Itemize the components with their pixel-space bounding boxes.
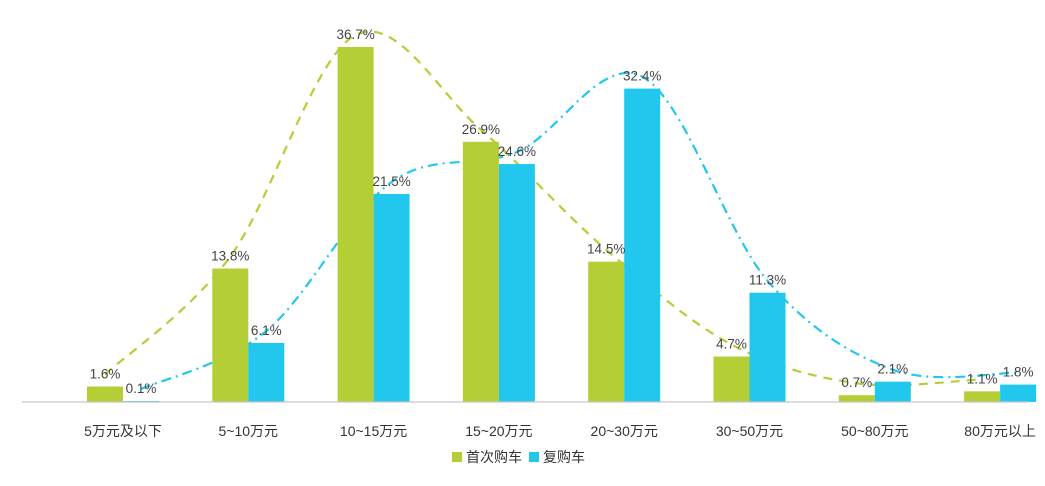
bar-first-purchase-0 xyxy=(87,386,123,402)
data-label-first-purchase-6: 0.7% xyxy=(841,375,872,390)
x-tick-label-7: 80万元以上 xyxy=(964,423,1036,439)
bar-first-purchase-4 xyxy=(588,261,625,402)
data-label-repurchase-3: 24.6% xyxy=(498,144,536,159)
bar-first-purchase-1 xyxy=(212,268,249,402)
data-label-repurchase-6: 2.1% xyxy=(877,362,908,377)
data-label-first-purchase-2: 36.7% xyxy=(336,27,374,42)
bar-first-purchase-6 xyxy=(838,395,875,402)
x-tick-label-2: 10~15万元 xyxy=(340,423,407,439)
data-labels: 1.6% 0.1% 13.8% 6.1% 36.7% 21.5% 26.9% 24.6% 14.… xyxy=(90,27,1034,396)
bar-first-purchase-5 xyxy=(713,356,750,402)
legend-label-repurchase: 复购车 xyxy=(543,449,585,465)
legend-label-first-purchase: 首次购车 xyxy=(466,449,522,465)
x-tick-label-5: 30~50万元 xyxy=(716,423,783,439)
bar-repurchase-1 xyxy=(248,342,285,402)
bars xyxy=(87,47,1037,403)
trend-lines xyxy=(104,30,1019,391)
trend-line-repurchase xyxy=(140,72,1019,391)
legend-swatch-repurchase xyxy=(529,452,539,462)
x-tick-label-1: 5~10万元 xyxy=(219,423,279,439)
data-label-first-purchase-5: 4.7% xyxy=(716,337,747,352)
x-tick-label-3: 15~20万元 xyxy=(465,423,532,439)
data-label-first-purchase-7: 1.1% xyxy=(967,371,998,386)
data-label-repurchase-4: 32.4% xyxy=(623,69,661,84)
legend-swatch-first-purchase xyxy=(452,452,462,462)
data-label-repurchase-7: 1.8% xyxy=(1003,365,1034,380)
data-label-first-purchase-0: 1.6% xyxy=(90,367,121,382)
x-tick-label-0: 5万元及以下 xyxy=(84,423,162,439)
data-label-repurchase-0: 0.1% xyxy=(126,381,157,396)
bar-first-purchase-7 xyxy=(964,391,1001,402)
x-axis-ticks: 5万元及以下 5~10万元 10~15万元 15~20万元 20~30万元 30~50万元… xyxy=(84,423,1036,439)
x-tick-label-4: 20~30万元 xyxy=(591,423,658,439)
data-label-repurchase-5: 11.3% xyxy=(749,273,786,288)
data-label-repurchase-1: 6.1% xyxy=(251,323,282,338)
bar-first-purchase-3 xyxy=(462,141,499,402)
x-tick-label-6: 50~80万元 xyxy=(841,423,908,439)
data-label-repurchase-2: 21.5% xyxy=(372,174,410,189)
bar-repurchase-5 xyxy=(749,292,786,402)
bar-repurchase-3 xyxy=(498,164,535,402)
bar-repurchase-7 xyxy=(1000,384,1037,402)
legend: 首次购车 复购车 xyxy=(452,449,585,465)
bar-first-purchase-2 xyxy=(337,47,374,402)
data-label-first-purchase-1: 13.8% xyxy=(211,249,249,264)
bar-repurchase-2 xyxy=(373,194,410,402)
data-label-first-purchase-3: 26.9% xyxy=(462,122,500,137)
data-label-first-purchase-4: 14.5% xyxy=(587,242,625,257)
bar-repurchase-4 xyxy=(624,88,661,403)
bar-repurchase-6 xyxy=(874,381,911,402)
